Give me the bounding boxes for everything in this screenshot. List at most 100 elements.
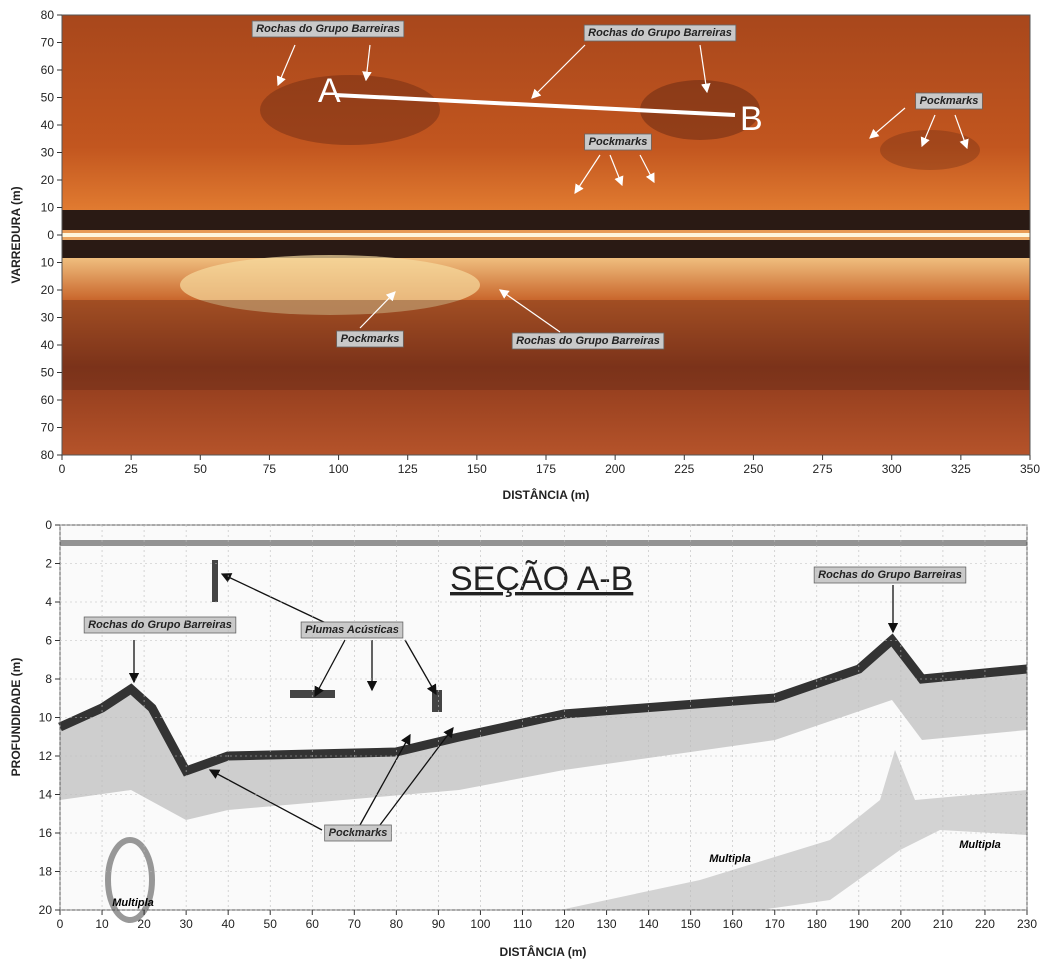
x-tick-label: 50	[264, 917, 278, 931]
x-tick-label: 200	[605, 462, 625, 476]
annotation-text: Multipla	[959, 839, 1001, 851]
x-tick-label: 130	[597, 917, 617, 931]
x-tick-label: 250	[743, 462, 763, 476]
y-tick-label: 80	[41, 448, 55, 462]
x-tick-label: 150	[467, 462, 487, 476]
annotation: Pockmarks	[336, 330, 404, 348]
x-tick-label: 90	[432, 917, 446, 931]
x-tick-label: 60	[306, 917, 320, 931]
y-tick-label: 6	[45, 634, 52, 648]
annotation-text: Multipla	[709, 853, 751, 865]
x-tick-label: 210	[933, 917, 953, 931]
y-tick-label: 0	[45, 518, 52, 532]
x-tick-label: 200	[891, 917, 911, 931]
x-tick-label: 190	[849, 917, 869, 931]
x-tick-label: 220	[975, 917, 995, 931]
x-tick-label: 325	[951, 462, 971, 476]
annotation-text: Multipla	[112, 897, 154, 909]
top-image: A B	[62, 15, 1030, 455]
y-tick-label: 16	[39, 826, 53, 840]
y-axis-label: PROFUNDIDADE (m)	[9, 658, 23, 777]
x-tick-label: 350	[1020, 462, 1040, 476]
annotation: Rochas do Grupo Barreiras	[83, 616, 237, 634]
x-tick-label: 120	[555, 917, 575, 931]
x-tick-label: 25	[124, 462, 138, 476]
y-tick-label: 10	[39, 711, 53, 725]
annotation-text: Pockmarks	[589, 136, 648, 148]
x-axis-label: DISTÂNCIA (m)	[503, 487, 590, 502]
y-tick-label: 14	[39, 788, 53, 802]
y-tick-label: 2	[45, 557, 52, 571]
y-axis-label: VARREDURA (m)	[9, 186, 23, 283]
y-tick-label: 50	[41, 91, 55, 105]
x-tick-label: 160	[723, 917, 743, 931]
bottom-image: SEÇÃO A-B	[58, 525, 1028, 923]
annotation-text: Plumas Acústicas	[305, 624, 399, 636]
y-tick-label: 60	[41, 63, 55, 77]
y-tick-label: 50	[41, 366, 55, 380]
x-tick-label: 100	[470, 917, 490, 931]
x-tick-label: 10	[95, 917, 109, 931]
annotation-text: Rochas do Grupo Barreiras	[88, 619, 232, 631]
y-tick-label: 20	[41, 283, 55, 297]
x-tick-label: 180	[807, 917, 827, 931]
y-tick-label: 30	[41, 311, 55, 325]
annotation-text: Pockmarks	[329, 827, 388, 839]
annotation-text: Rochas do Grupo Barreiras	[818, 569, 962, 581]
y-tick-label: 30	[41, 146, 55, 160]
annotation: Pockmarks	[324, 824, 392, 842]
y-tick-label: 70	[41, 36, 55, 50]
y-tick-label: 70	[41, 421, 55, 435]
x-tick-label: 300	[882, 462, 902, 476]
annotation: Pockmarks	[915, 92, 983, 110]
x-tick-label: 175	[536, 462, 556, 476]
y-tick-label: 8	[45, 672, 52, 686]
x-tick-label: 125	[398, 462, 418, 476]
y-tick-label: 60	[41, 393, 55, 407]
annotation: Rochas do Grupo Barreiras	[511, 332, 665, 350]
annotation: Pockmarks	[584, 133, 652, 151]
x-tick-label: 0	[57, 917, 64, 931]
x-tick-label: 80	[390, 917, 404, 931]
x-tick-label: 110	[513, 917, 532, 931]
y-tick-label: 10	[41, 256, 55, 270]
x-tick-label: 70	[348, 917, 362, 931]
x-tick-label: 140	[639, 917, 659, 931]
x-tick-label: 40	[221, 917, 235, 931]
annotation: Rochas do Grupo Barreiras	[251, 20, 405, 38]
annotation-text: Pockmarks	[341, 333, 400, 345]
y-tick-label: 40	[41, 338, 55, 352]
annotation-text: Rochas do Grupo Barreiras	[516, 335, 660, 347]
y-tick-label: 0	[47, 228, 54, 242]
x-tick-label: 225	[674, 462, 694, 476]
point-label: A	[318, 72, 341, 110]
y-tick-label: 20	[41, 173, 55, 187]
y-tick-label: 18	[39, 865, 53, 879]
x-tick-label: 20	[137, 917, 151, 931]
y-tick-label: 20	[39, 903, 53, 917]
annotation-text: Pockmarks	[920, 95, 979, 107]
x-tick-label: 30	[179, 917, 193, 931]
y-tick-label: 40	[41, 118, 55, 132]
x-tick-label: 100	[329, 462, 349, 476]
annotation: Rochas do Grupo Barreiras	[813, 566, 967, 584]
x-axis-label: DISTÂNCIA (m)	[500, 944, 587, 959]
annotation: Rochas do Grupo Barreiras	[583, 24, 737, 42]
x-tick-label: 275	[813, 462, 833, 476]
x-tick-label: 150	[681, 917, 701, 931]
annotation-text: Rochas do Grupo Barreiras	[588, 27, 732, 39]
y-tick-label: 80	[41, 8, 55, 22]
y-tick-label: 12	[39, 749, 53, 763]
x-tick-label: 170	[765, 917, 785, 931]
point-label: B	[740, 100, 763, 138]
x-tick-label: 230	[1017, 917, 1037, 931]
y-tick-label: 4	[45, 595, 52, 609]
x-tick-label: 75	[263, 462, 277, 476]
x-tick-label: 0	[59, 462, 66, 476]
x-tick-label: 50	[194, 462, 208, 476]
section-title: SEÇÃO A-B	[450, 560, 633, 598]
y-tick-label: 10	[41, 201, 55, 215]
annotation: Plumas Acústicas	[300, 621, 404, 639]
